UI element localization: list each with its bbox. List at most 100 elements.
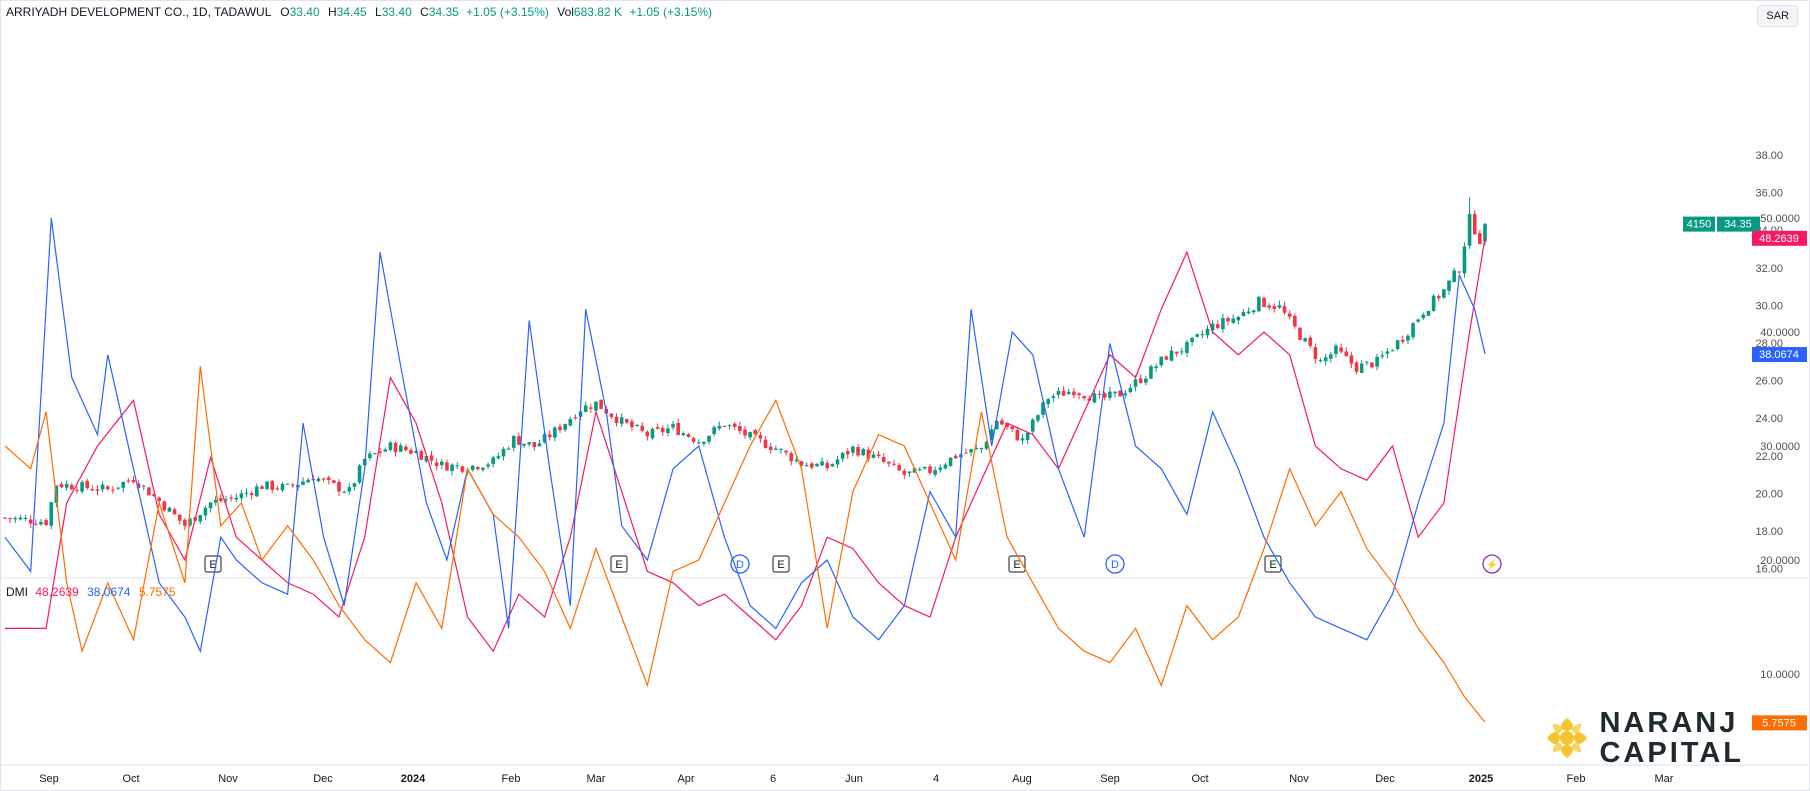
candle-body	[157, 497, 161, 501]
flower-logo-icon	[1547, 718, 1588, 758]
candle-body	[1436, 296, 1441, 299]
candle-body	[290, 484, 295, 486]
candle-body	[481, 467, 485, 470]
candle-body	[1015, 429, 1020, 441]
candle-body	[337, 481, 341, 492]
candle-body	[3, 517, 7, 519]
candle-body	[876, 454, 881, 456]
candle-body	[1174, 351, 1179, 354]
time-axis-label: 4	[933, 773, 939, 785]
candle-body	[995, 420, 999, 430]
dividend-marker	[1105, 554, 1125, 574]
candle-body	[1257, 296, 1261, 312]
candle-body	[141, 485, 146, 487]
candle-body	[121, 481, 125, 488]
candle-body	[260, 486, 264, 489]
open-value: 33.40	[289, 5, 320, 19]
candle-body	[732, 423, 737, 427]
time-axis-label: Jun	[845, 773, 863, 785]
candle-body	[229, 497, 233, 499]
candle-body	[183, 519, 187, 526]
candle-body	[1241, 311, 1246, 317]
candle-body	[1308, 337, 1313, 346]
candle-body	[671, 424, 675, 428]
candle-body	[501, 448, 506, 457]
minus-di-value-tag	[1752, 715, 1807, 731]
earnings-marker-label: E	[1269, 559, 1276, 571]
price-tick-label: 26.00	[1755, 376, 1783, 388]
candle-body	[152, 494, 156, 497]
candle-body	[445, 462, 449, 471]
candle-body	[943, 464, 948, 469]
candle-body	[244, 492, 249, 494]
candle-body	[1298, 327, 1302, 340]
logo-line2: CAPITAL	[1599, 737, 1744, 769]
candle-body	[162, 501, 167, 511]
candle-body	[1267, 305, 1271, 308]
candle-body	[23, 517, 28, 519]
price-tick-label: 38.00	[1755, 150, 1783, 162]
candle-body	[332, 480, 336, 483]
candle-body	[1406, 335, 1410, 341]
candle-body	[1097, 394, 1102, 396]
time-axis-label: Sep	[39, 773, 59, 785]
vol-change-value: +1.05 (+3.15%)	[629, 5, 713, 19]
candle-body	[8, 517, 12, 519]
candle-body	[280, 483, 285, 491]
candle-body	[527, 442, 531, 445]
candle-body	[810, 463, 814, 468]
price-tick-label: 24.00	[1755, 413, 1783, 425]
candle-body	[1411, 323, 1415, 338]
candle-body	[1262, 297, 1266, 307]
candle-body	[1251, 310, 1256, 313]
candle-body	[1462, 246, 1467, 274]
candle-body	[398, 445, 403, 452]
dmi-header[interactable]: DMI 48.2639 38.0674 5.7575	[6, 585, 176, 599]
candle-body	[234, 497, 239, 500]
candle-body	[902, 470, 907, 475]
candle-body	[568, 419, 573, 426]
candle-body	[1030, 419, 1035, 432]
candle-body	[1277, 305, 1282, 308]
candle-body	[28, 519, 33, 524]
candle-body	[522, 443, 526, 446]
candle-body	[1365, 361, 1369, 363]
candle-body	[188, 518, 192, 526]
candle-body	[316, 478, 321, 482]
candle-body	[1421, 314, 1426, 319]
symbol-title: ARRIYADH DEVELOPMENT CO., 1D, TADAWUL	[6, 5, 271, 19]
candle-body	[599, 399, 603, 410]
candle-body	[774, 448, 778, 450]
close-label: C	[420, 5, 429, 19]
candle-body	[136, 483, 141, 488]
candle-body	[434, 462, 439, 467]
candle-body	[650, 428, 655, 439]
candle-body	[95, 489, 100, 491]
candle-body	[907, 471, 912, 474]
dividend-marker	[730, 554, 750, 574]
price-tick-label: 18.00	[1755, 526, 1783, 538]
candle-body	[1215, 324, 1220, 328]
candle-body	[532, 442, 537, 447]
candle-body	[625, 419, 629, 423]
candle-body	[799, 461, 804, 466]
adx-value-tag-text: 48.2639	[1759, 233, 1799, 245]
candle-body	[1195, 334, 1200, 337]
candle-body	[147, 487, 151, 496]
candle-body	[887, 461, 891, 464]
price-tick-label: 22.00	[1755, 451, 1783, 463]
adx-line	[5, 237, 1486, 653]
candle-body	[285, 483, 290, 485]
high-label: H	[328, 5, 337, 19]
currency-button[interactable]: SAR	[1757, 5, 1798, 27]
candle-body	[270, 480, 275, 490]
candle-body	[131, 479, 136, 483]
candle-body	[414, 451, 418, 453]
candle-body	[1102, 393, 1107, 398]
dmi-tick-label: 40.0000	[1760, 327, 1800, 339]
candle-body	[825, 462, 830, 468]
candle-body	[655, 427, 660, 429]
candle-body	[645, 431, 650, 437]
candle-body	[419, 451, 424, 460]
